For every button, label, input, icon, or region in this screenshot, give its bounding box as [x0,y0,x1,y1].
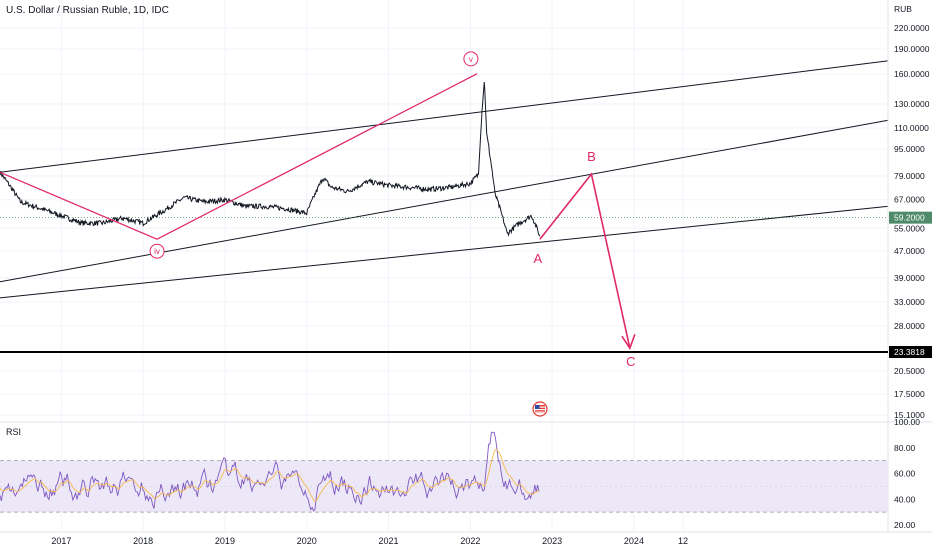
price-tick-label: 110.0000 [894,123,929,133]
price-tick-label: 28.0000 [894,321,925,331]
wave-label-v: v [469,55,473,64]
correction-wave-line [539,172,631,349]
price-tick-label: 20.5000 [894,366,925,376]
time-tick-label: 2020 [297,536,317,546]
last-price-label: 59.2000 [894,213,925,223]
price-tick-label: 39.0000 [894,273,925,283]
wave-label-iv: iv [154,247,160,256]
time-axis: 2017 2018 2019 2020 2021 2022 2023 2024 12 [51,536,688,546]
main-pane[interactable] [0,0,888,422]
us-flag-icon[interactable] [532,401,548,417]
time-tick-label: 12 [678,536,688,546]
last-price-badge [889,211,932,224]
impulse-wave-line [0,73,478,240]
rsi-tick-label: 100.00 [894,417,920,427]
wave-label-circle [149,243,165,259]
time-tick-label: 2024 [624,536,644,546]
wave-label-circle [463,51,479,67]
wave-label-A: A [534,251,543,266]
rsi-title[interactable]: RSI [6,427,22,437]
price-tick-label: 55.0000 [894,223,925,233]
time-tick-label: 2019 [215,536,235,546]
arrowhead [621,333,636,350]
time-tick-label: 2022 [460,536,480,546]
rsi-tick-label: 20.00 [894,520,916,530]
price-tick-label: 190.0000 [894,44,930,54]
rsi-tick-label: 80.00 [894,443,916,453]
price-tick-label: 160.0000 [894,69,930,79]
rsi-tick-label: 60.00 [894,469,916,479]
time-tick-label: 2017 [51,536,71,546]
grid-lines [0,0,888,532]
currency-label: RUB [894,4,912,14]
rsi-band [0,460,888,513]
rsi-tick-label: 40.00 [894,494,916,504]
trend-line [0,119,888,283]
time-tick-label: 2018 [133,536,153,546]
rsi-signal-line [0,449,540,502]
price-line [0,81,541,237]
price-tick-label: 33.0000 [894,297,925,307]
price-axis: RUB 220.0000 190.0000 160.0000 130.0000 110.0… [889,4,932,420]
price-tick-label: 67.0000 [894,195,925,205]
price-series [0,81,541,237]
price-tick-label: 15.1000 [894,410,925,420]
rsi-indicator [0,431,888,513]
wave-label-B: B [587,149,596,164]
price-tick-label: 130.0000 [894,99,930,109]
rsi-line [0,431,540,512]
time-tick-label: 2023 [542,536,562,546]
target-price-badge [889,346,932,358]
elliott-wave-lines [0,73,636,350]
price-tick-label: 47.0000 [894,246,925,256]
price-tick-label: 220.0000 [894,23,930,33]
wave-label-C: C [626,354,635,369]
rsi-axis: 100.00 80.00 60.00 40.00 20.00 [894,417,920,530]
target-price-label: 23.3818 [894,347,925,357]
wave-labels: iv v A B C [149,51,636,369]
price-tick-label: 17.5000 [894,389,925,399]
trend-line [0,205,888,299]
time-tick-label: 2021 [379,536,399,546]
trend-line [0,60,888,173]
price-tick-label: 79.0000 [894,171,925,181]
price-tick-label: 95.0000 [894,144,925,154]
symbol-legend[interactable]: U.S. Dollar / Russian Ruble, 1D, IDC [6,5,169,16]
trend-lines [0,60,888,353]
